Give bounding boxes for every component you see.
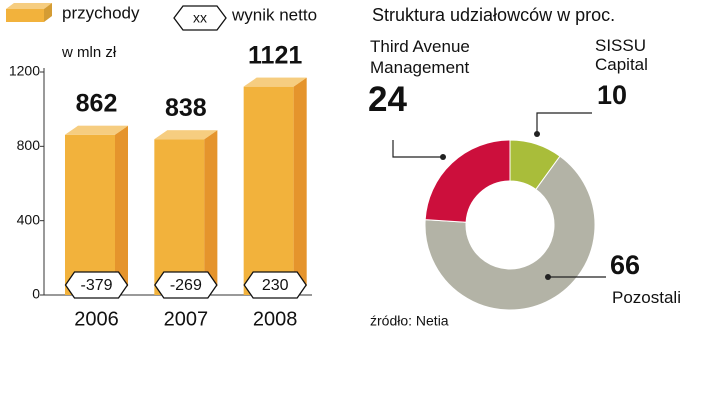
leader-line xyxy=(392,140,443,158)
bar-top xyxy=(65,125,128,135)
value-label: 838 xyxy=(165,94,207,122)
net-result-label: 230 xyxy=(262,277,289,294)
net-result-label: -269 xyxy=(170,277,202,294)
slice-label: SISSU Capital xyxy=(595,36,648,74)
slice-label: Third Avenue Management xyxy=(370,37,470,77)
y-axis-label: w mln zł xyxy=(61,44,117,61)
leader-dot xyxy=(440,154,446,160)
legend-swatch-side xyxy=(44,3,52,22)
value-label: 862 xyxy=(76,89,118,117)
bar xyxy=(154,139,205,295)
value-label: 1121 xyxy=(248,41,302,69)
legend-swatch-top xyxy=(6,3,52,9)
y-tick-label: 400 xyxy=(17,211,41,227)
legend-swatch-side-shade xyxy=(44,3,52,22)
slice-value: 24 xyxy=(368,80,407,119)
leader-line xyxy=(536,112,592,134)
y-tick-label: 1200 xyxy=(9,63,40,79)
chart-title: Struktura udziałowców w proc. xyxy=(372,5,615,25)
bar-top xyxy=(243,77,307,87)
bar-top-shade xyxy=(154,130,218,140)
slice-value: 66 xyxy=(610,250,641,280)
leader-dot xyxy=(545,274,551,280)
source: źródło: Netia xyxy=(370,313,449,329)
bar-side-shade xyxy=(204,130,218,295)
net-result-marker xyxy=(64,271,129,299)
donut-slice xyxy=(424,155,596,311)
bar-side xyxy=(115,125,128,295)
net-result-label: -379 xyxy=(80,277,112,294)
bar xyxy=(243,86,294,295)
y-tick-label: 0 xyxy=(32,286,40,302)
leader-dot xyxy=(534,131,540,137)
legend-marker-label: xx xyxy=(193,10,207,26)
legend-marker xyxy=(173,5,227,31)
x-tick-label: 2006 xyxy=(74,308,119,330)
bar-top-shade xyxy=(243,77,307,87)
x-tick-label: 2007 xyxy=(164,308,209,330)
legend-swatch-top-shade xyxy=(6,3,52,9)
net-result-marker xyxy=(154,271,218,299)
legend-label: wynik netto xyxy=(231,5,317,24)
donut-slice xyxy=(424,139,511,223)
bar xyxy=(65,134,115,295)
bar-top-shade xyxy=(65,125,128,135)
bar-side xyxy=(204,130,218,295)
legend-swatch xyxy=(6,9,44,22)
bar-side-shade xyxy=(115,125,128,295)
x-tick-label: 2008 xyxy=(253,308,298,330)
bar-side xyxy=(293,77,307,295)
legend-label: przychody xyxy=(62,3,140,22)
bar-top xyxy=(154,130,218,140)
net-result-marker xyxy=(243,271,307,299)
y-tick-label: 800 xyxy=(17,137,41,153)
slice-label: Pozostali xyxy=(612,288,681,307)
bar-side-shade xyxy=(293,77,307,295)
slice-value: 10 xyxy=(597,80,628,110)
